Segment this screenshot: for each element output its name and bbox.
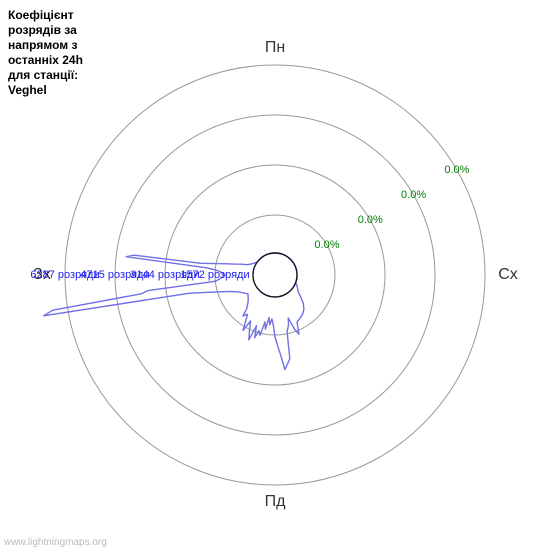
compass-north: Пн	[265, 39, 285, 57]
percent-ring-label: 0.0%	[358, 214, 383, 226]
percent-ring-label: 0.0%	[314, 239, 339, 251]
count-ring-label: 6287 розряди	[30, 269, 99, 281]
footer-attribution: www.lightningmaps.org	[4, 537, 107, 548]
compass-south: Пд	[265, 493, 286, 511]
compass-east: Сх	[498, 266, 518, 284]
chart-title: Коефіцієнт розрядів за напрямом з останн…	[8, 8, 83, 98]
chart-container: Коефіцієнт розрядів за напрямом з останн…	[0, 0, 550, 550]
percent-ring-label: 0.0%	[444, 164, 469, 176]
percent-ring-label: 0.0%	[401, 189, 426, 201]
